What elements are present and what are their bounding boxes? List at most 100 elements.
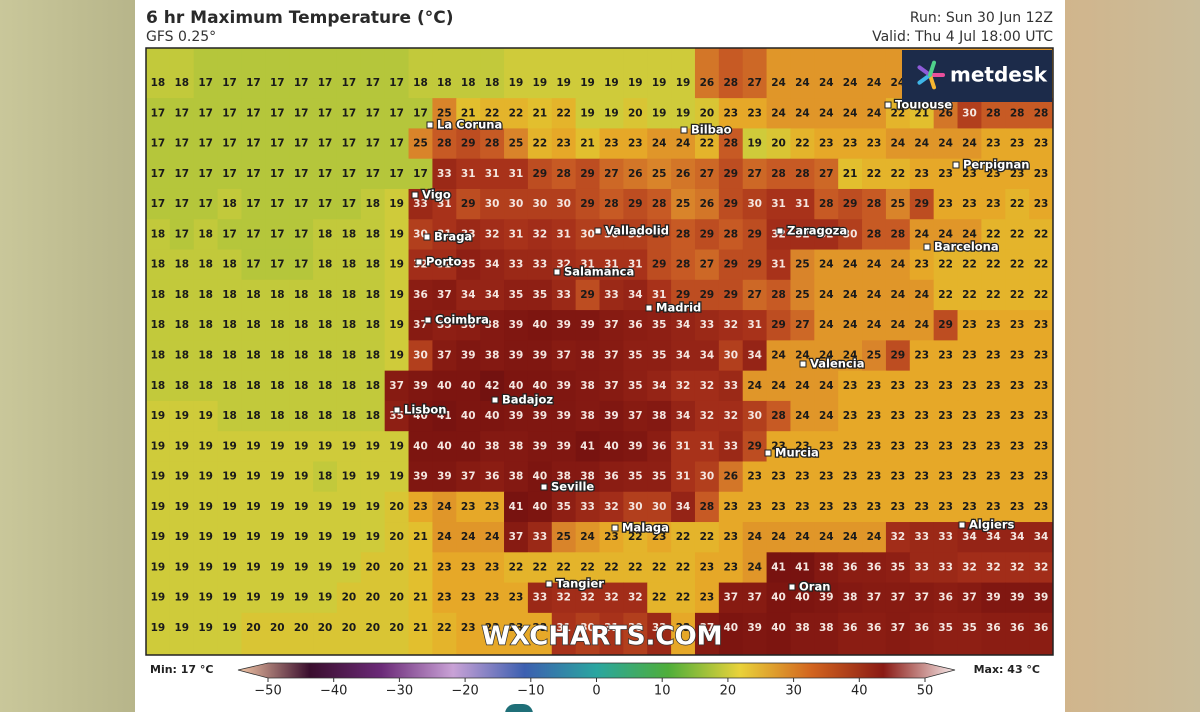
temperature-cell	[1029, 522, 1054, 553]
temperature-cell	[862, 249, 887, 281]
temperature-cell	[432, 128, 457, 160]
temperature-cell	[289, 340, 314, 372]
temperature-value: 18	[222, 198, 237, 210]
temperature-cell	[313, 128, 338, 160]
temperature-value: 19	[174, 622, 189, 634]
temperature-value: 18	[222, 380, 237, 392]
temperature-value: 24	[461, 531, 476, 543]
temperature-cell	[1005, 461, 1030, 493]
temperature-cell	[647, 219, 672, 251]
temperature-value: 17	[222, 138, 237, 150]
temperature-cell	[384, 340, 410, 372]
temperature-value: 19	[174, 561, 189, 573]
temperature-value: 17	[222, 228, 237, 240]
temperature-value: 23	[986, 501, 1001, 513]
temperature-value: 24	[437, 501, 452, 513]
temperature-value: 40	[723, 622, 738, 634]
temperature-value: 20	[246, 622, 261, 634]
temperature-value: 23	[604, 531, 619, 543]
temperature-value: 24	[819, 107, 834, 119]
temperature-cell	[480, 370, 505, 402]
temperature-cell	[169, 98, 195, 129]
temperature-value: 32	[437, 259, 452, 271]
temperature-cell	[289, 582, 314, 614]
temperature-cell	[360, 128, 386, 160]
temperature-cell	[289, 158, 314, 190]
temperature-cell	[241, 188, 266, 220]
temperature-cell	[1029, 188, 1054, 220]
temperature-cell	[599, 461, 624, 493]
temperature-value: 31	[437, 198, 452, 210]
temperature-cell	[742, 461, 768, 493]
temperature-cell	[1029, 310, 1054, 341]
temperature-cell	[1005, 188, 1030, 220]
temperature-value: 23	[461, 561, 476, 573]
temperature-value: 19	[342, 501, 357, 513]
temperature-value: 18	[365, 289, 380, 301]
temperature-cell	[790, 461, 815, 493]
temperature-value: 17	[342, 107, 357, 119]
temperature-cell	[265, 128, 290, 160]
temperature-cell	[862, 188, 887, 220]
temperature-cell	[838, 48, 863, 99]
temperature-cell	[384, 48, 410, 99]
temperature-cell	[146, 128, 171, 160]
temperature-value: 37	[556, 350, 571, 362]
temperature-cell	[217, 128, 242, 160]
temperature-value: 38	[795, 622, 810, 634]
temperature-cell	[432, 249, 457, 281]
temperature-cell	[217, 158, 242, 190]
temperature-value: 28	[867, 198, 882, 210]
temperature-cell	[313, 340, 338, 372]
temperature-value: 32	[795, 228, 810, 240]
temperature-cell	[1005, 310, 1030, 341]
temperature-cell	[885, 188, 911, 220]
temperature-cell	[814, 522, 839, 553]
temperature-value: 19	[246, 501, 261, 513]
city-marker	[393, 406, 401, 414]
temperature-cell	[169, 400, 195, 432]
temperature-cell	[671, 400, 696, 432]
temperature-cell	[336, 279, 362, 311]
temperature-value: 33	[723, 380, 738, 392]
temperature-cell	[647, 128, 672, 160]
temperature-value: 39	[509, 319, 524, 331]
temperature-cell	[623, 340, 648, 372]
temperature-cell	[527, 188, 553, 220]
temperature-cell	[1005, 370, 1030, 402]
temperature-cell	[527, 249, 553, 281]
temperature-cell	[933, 431, 959, 462]
temperature-cell	[360, 552, 386, 584]
temperature-value: 23	[1010, 168, 1025, 180]
temperature-value: 22	[676, 561, 691, 573]
temperature-cell	[623, 158, 648, 190]
temperature-cell	[599, 400, 624, 432]
temperature-value: 31	[580, 259, 595, 271]
temperature-value: 36	[1010, 622, 1025, 634]
temperature-cell	[480, 612, 505, 656]
temperature-cell	[432, 279, 457, 311]
temperature-cell	[1029, 219, 1054, 251]
temperature-cell	[575, 188, 600, 220]
temperature-cell	[742, 188, 768, 220]
temperature-cell	[933, 249, 959, 281]
city-marker	[764, 449, 772, 457]
temperature-cell	[360, 400, 386, 432]
temperature-value: 19	[580, 77, 595, 89]
temperature-cell	[1005, 400, 1030, 432]
temperature-value: 24	[771, 350, 786, 362]
temperature-cell	[909, 340, 935, 372]
colorbar-max: Max: 43 °C	[974, 663, 1040, 676]
temperature-value: 17	[318, 138, 333, 150]
temperature-cell	[265, 340, 290, 372]
temperature-value: 33	[938, 561, 953, 573]
temperature-cell	[694, 522, 720, 553]
city-marker	[776, 227, 784, 235]
temperature-cell	[694, 249, 720, 281]
temperature-value: 33	[723, 440, 738, 452]
temperature-cell	[718, 158, 744, 190]
temperature-value: 17	[294, 259, 309, 271]
temperature-cell	[885, 612, 911, 656]
temperature-value: 23	[819, 471, 834, 483]
